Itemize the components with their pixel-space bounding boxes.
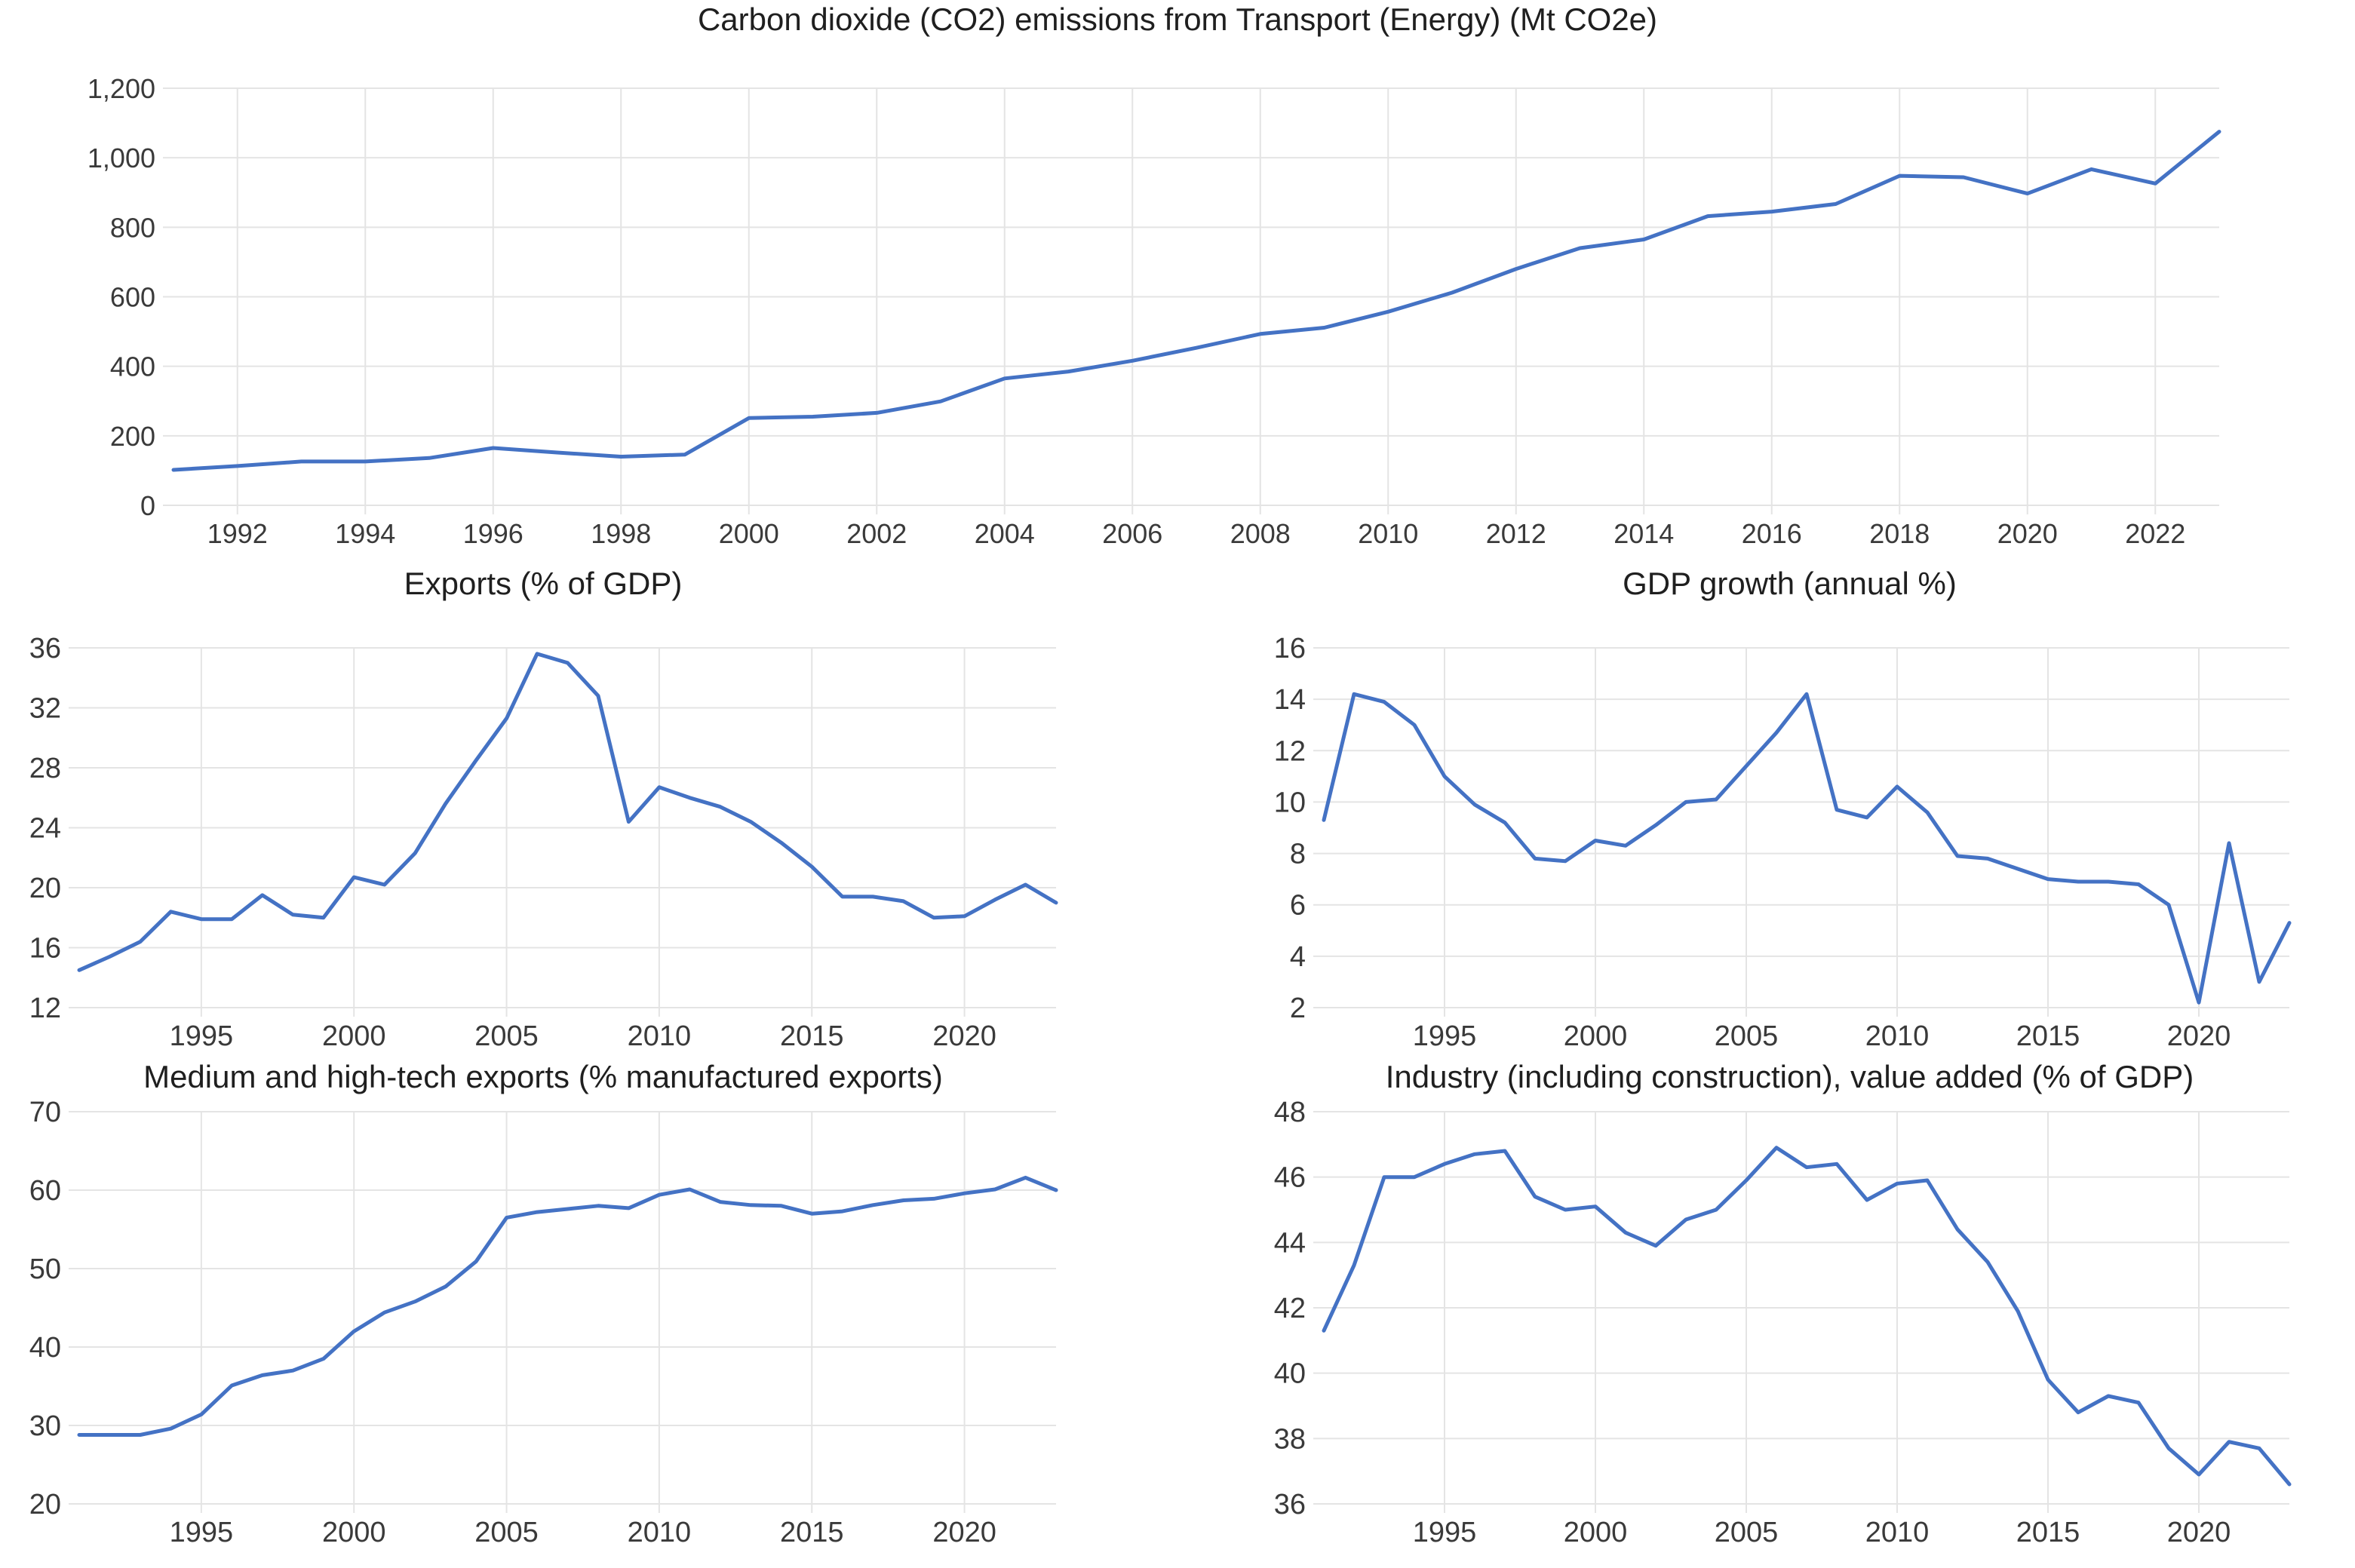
svg-text:2010: 2010 — [628, 1020, 692, 1052]
chart-title: Exports (% of GDP) — [404, 566, 683, 601]
svg-text:16: 16 — [1274, 633, 1306, 664]
svg-text:2010: 2010 — [628, 1517, 692, 1548]
svg-text:70: 70 — [29, 1101, 61, 1128]
svg-text:2000: 2000 — [719, 518, 779, 549]
svg-text:36: 36 — [29, 633, 61, 664]
svg-text:2022: 2022 — [2125, 518, 2185, 549]
chart-exports-percent-gdp: Exports (% of GDP) 1995 2000 2005 2010 2015 2… — [8, 564, 1079, 1054]
svg-text:38: 38 — [1274, 1423, 1306, 1455]
svg-text:2000: 2000 — [1564, 1020, 1628, 1052]
chart-title: Industry (including construction), value… — [1385, 1059, 2194, 1094]
svg-text:1,000: 1,000 — [88, 143, 155, 173]
svg-text:46: 46 — [1274, 1162, 1306, 1194]
svg-text:12: 12 — [29, 993, 61, 1024]
svg-text:1995: 1995 — [170, 1517, 234, 1548]
svg-text:2015: 2015 — [780, 1020, 844, 1052]
svg-text:2015: 2015 — [2016, 1517, 2080, 1548]
svg-text:28: 28 — [29, 753, 61, 784]
svg-text:12: 12 — [1274, 735, 1306, 767]
chart-industry-value-added: Industry (including construction), value… — [1241, 1057, 2338, 1568]
svg-text:42: 42 — [1274, 1293, 1306, 1324]
svg-text:2005: 2005 — [474, 1517, 539, 1548]
svg-text:2000: 2000 — [322, 1020, 386, 1052]
svg-text:2: 2 — [1290, 993, 1306, 1024]
svg-text:0: 0 — [140, 490, 155, 521]
svg-text:40: 40 — [1274, 1358, 1306, 1390]
svg-text:2020: 2020 — [932, 1020, 996, 1052]
svg-text:32: 32 — [29, 693, 61, 725]
svg-text:1995: 1995 — [170, 1020, 234, 1052]
chart-title: Carbon dioxide (CO2) emissions from Tran… — [697, 2, 1658, 37]
svg-text:1992: 1992 — [207, 518, 268, 549]
svg-text:20: 20 — [29, 873, 61, 904]
svg-text:2006: 2006 — [1102, 518, 1162, 549]
svg-text:2015: 2015 — [2016, 1020, 2080, 1052]
svg-text:2018: 2018 — [1869, 518, 1930, 549]
svg-text:2010: 2010 — [1865, 1020, 1930, 1052]
chart-title: Medium and high-tech exports (% manufact… — [143, 1059, 943, 1094]
svg-text:36: 36 — [1274, 1489, 1306, 1520]
svg-text:48: 48 — [1274, 1101, 1306, 1128]
svg-text:2010: 2010 — [1865, 1517, 1930, 1548]
svg-text:10: 10 — [1274, 787, 1306, 818]
svg-text:2000: 2000 — [1564, 1517, 1628, 1548]
svg-text:2010: 2010 — [1358, 518, 1418, 549]
chart-medium-high-tech-exports: Medium and high-tech exports (% manufact… — [8, 1057, 1079, 1568]
svg-text:6: 6 — [1290, 890, 1306, 922]
svg-text:50: 50 — [29, 1253, 61, 1285]
svg-text:2020: 2020 — [1997, 518, 2058, 549]
svg-text:2014: 2014 — [1613, 518, 1674, 549]
svg-text:4: 4 — [1290, 941, 1306, 973]
svg-text:40: 40 — [29, 1332, 61, 1364]
chart-co2-transport-emissions: Carbon dioxide (CO2) emissions from Tran… — [0, 0, 2355, 562]
svg-text:30: 30 — [29, 1410, 61, 1442]
svg-text:1995: 1995 — [1413, 1517, 1477, 1548]
svg-text:1995: 1995 — [1413, 1020, 1477, 1052]
svg-text:800: 800 — [110, 212, 155, 243]
svg-text:400: 400 — [110, 351, 155, 382]
svg-text:1996: 1996 — [463, 518, 524, 549]
svg-text:200: 200 — [110, 421, 155, 452]
svg-text:44: 44 — [1274, 1227, 1306, 1259]
svg-text:8: 8 — [1290, 839, 1306, 870]
svg-text:20: 20 — [29, 1489, 61, 1520]
svg-text:60: 60 — [29, 1175, 61, 1207]
svg-text:2005: 2005 — [1715, 1020, 1779, 1052]
line-chart-plot: 1995 2000 2005 2010 2015 2020 12 16 20 24 28 32 36 — [8, 606, 1079, 1054]
svg-text:2016: 2016 — [1742, 518, 1802, 549]
svg-text:2012: 2012 — [1486, 518, 1546, 549]
svg-text:2020: 2020 — [2167, 1517, 2231, 1548]
svg-text:2015: 2015 — [780, 1517, 844, 1548]
svg-text:2008: 2008 — [1230, 518, 1291, 549]
line-chart-plot: 1992 1994 1996 1998 2000 2002 2004 2006 2008 2010… — [0, 47, 2355, 562]
svg-text:16: 16 — [29, 933, 61, 965]
svg-text:2020: 2020 — [2167, 1020, 2231, 1052]
svg-text:1994: 1994 — [335, 518, 395, 549]
line-chart-plot: 1995 2000 2005 2010 2015 2020 20 30 40 50 60 70 — [8, 1101, 1079, 1568]
line-chart-plot: 1995 2000 2005 2010 2015 2020 2 4 6 8 10 12 14 16 — [1241, 606, 2338, 1054]
svg-text:24: 24 — [29, 813, 61, 845]
svg-text:2002: 2002 — [846, 518, 907, 549]
svg-text:2005: 2005 — [474, 1020, 539, 1052]
svg-text:2004: 2004 — [975, 518, 1035, 549]
chart-gdp-growth: GDP growth (annual %) 1995 2000 2005 2010 20… — [1241, 564, 2338, 1054]
svg-text:2000: 2000 — [322, 1517, 386, 1548]
chart-title: GDP growth (annual %) — [1623, 566, 1957, 601]
svg-text:2005: 2005 — [1715, 1517, 1779, 1548]
line-chart-plot: 1995 2000 2005 2010 2015 2020 36 38 40 42 44 46 48 — [1241, 1101, 2338, 1568]
svg-text:14: 14 — [1274, 684, 1306, 716]
svg-text:1,200: 1,200 — [88, 73, 155, 104]
svg-text:2020: 2020 — [932, 1517, 996, 1548]
svg-text:1998: 1998 — [591, 518, 651, 549]
svg-text:600: 600 — [110, 282, 155, 313]
